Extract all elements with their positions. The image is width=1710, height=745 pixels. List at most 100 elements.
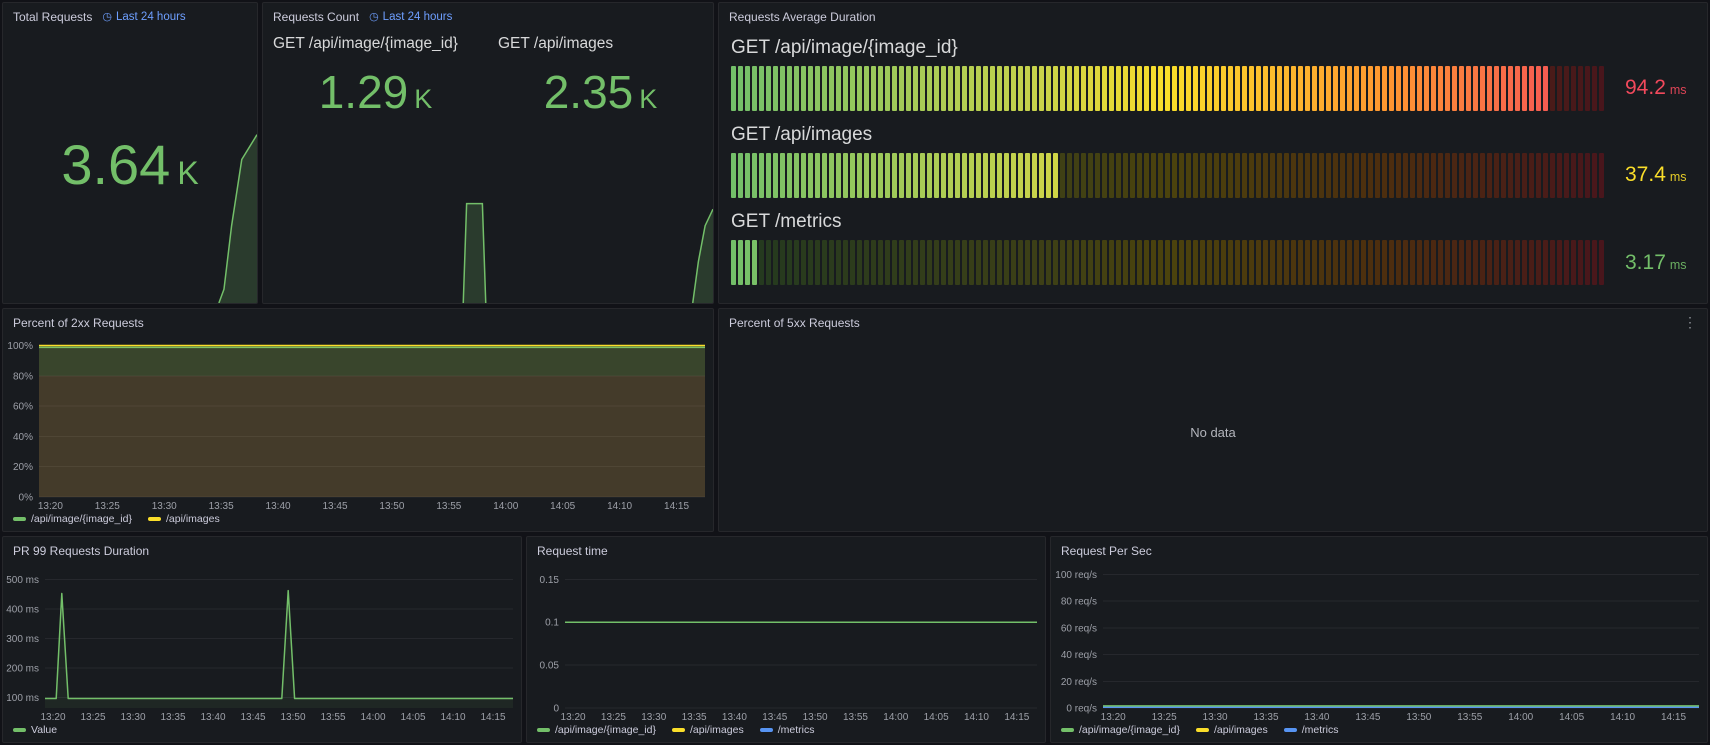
gauge-bar (731, 65, 1609, 111)
legend-item[interactable]: /metrics (1283, 724, 1339, 736)
gauge-segment (927, 65, 932, 111)
gauge-segment (752, 65, 757, 111)
gauge-segment (1039, 152, 1044, 198)
gauge-segment (829, 152, 834, 198)
gauge-segment (1186, 152, 1191, 198)
gauge-segment (745, 152, 750, 198)
panel-title[interactable]: PR 99 Requests Duration (13, 544, 150, 558)
svg-text:13:55: 13:55 (1457, 712, 1482, 723)
gauge-segment (1452, 65, 1457, 111)
panel-title[interactable]: Percent of 2xx Requests (13, 316, 144, 330)
panel-header: Request Per Sec (1051, 537, 1707, 561)
gauge-segment (1592, 152, 1597, 198)
gauge-segment (1494, 240, 1499, 286)
gauge-segment (1424, 65, 1429, 111)
svg-text:20 req/s: 20 req/s (1061, 677, 1097, 688)
gauge-segment (969, 65, 974, 111)
gauge-segment (1025, 65, 1030, 111)
gauge-segment (892, 240, 897, 286)
gauge-segment (857, 152, 862, 198)
gauge-segment (1466, 240, 1471, 286)
gauge-segment (1039, 240, 1044, 286)
gauge-segment (1368, 152, 1373, 198)
panel-title[interactable]: Total Requests (13, 10, 93, 24)
gauge-segment (1410, 240, 1415, 286)
gauge-segment (808, 152, 813, 198)
pr99-chart[interactable]: 100 ms 200 ms 300 ms 400 ms 500 ms 13:20 13:25… (3, 561, 521, 724)
gauge-segment (794, 152, 799, 198)
svg-text:100 ms: 100 ms (6, 693, 39, 704)
request-per-sec-chart[interactable]: 0 req/s 20 req/s 40 req/s 60 req/s 80 req/s 1… (1051, 561, 1707, 724)
gauge-segment (1347, 240, 1352, 286)
gauge-segment (1151, 152, 1156, 198)
svg-text:13:35: 13:35 (209, 501, 234, 512)
panel-header: Request time (527, 537, 1045, 561)
svg-text:13:30: 13:30 (120, 712, 145, 723)
legend-swatch (1283, 728, 1297, 732)
svg-text:0%: 0% (19, 493, 34, 504)
percent-2xx-chart[interactable]: 0% 20% 40% 60% 80% 100% 13:20 13:25 13:30 13:35 13… (3, 333, 713, 513)
gauge-segment (1291, 240, 1296, 286)
gauge-segment (1424, 152, 1429, 198)
gauge-segment (1263, 65, 1268, 111)
panel-menu-icon[interactable]: ⋮ (1683, 314, 1697, 330)
gauge-segment (1011, 240, 1016, 286)
gauge-segment (1221, 152, 1226, 198)
svg-text:14:15: 14:15 (1004, 712, 1029, 723)
gauge-segment (1494, 152, 1499, 198)
gauge-segment (1158, 240, 1163, 286)
pr99-legend: Value (3, 724, 521, 742)
gauge-label: GET /metrics (731, 211, 842, 233)
svg-text:0.15: 0.15 (540, 575, 560, 586)
legend-item[interactable]: Value (13, 724, 57, 736)
legend-item[interactable]: /api/images (672, 724, 744, 736)
gauge-segment (1578, 240, 1583, 286)
legend-item[interactable]: /api/images (148, 513, 220, 525)
gauge-segment (997, 65, 1002, 111)
gauge-segment (976, 65, 981, 111)
panel-header: Requests Average Duration (719, 3, 1707, 27)
gauge-segment (731, 240, 736, 286)
gauge-segment (1081, 152, 1086, 198)
panel-title[interactable]: Requests Average Duration (729, 10, 876, 24)
panel-title[interactable]: Request Per Sec (1061, 544, 1152, 558)
gauge-segment (1109, 65, 1114, 111)
legend-item[interactable]: /api/image/{image_id} (537, 724, 656, 736)
legend-item[interactable]: /api/images (1196, 724, 1268, 736)
svg-text:60 req/s: 60 req/s (1061, 623, 1097, 634)
gauge-segment (948, 240, 953, 286)
gauge-segment (1361, 152, 1366, 198)
svg-text:13:50: 13:50 (1406, 712, 1431, 723)
gauge-segment (1466, 65, 1471, 111)
panel-title[interactable]: Requests Count (273, 10, 360, 24)
gauge-line: 94.2 ms (731, 65, 1695, 111)
gauge-segment (759, 152, 764, 198)
gauge-segment (1389, 240, 1394, 286)
panel-title[interactable]: Percent of 5xx Requests (729, 316, 860, 330)
gauge-segment (1277, 65, 1282, 111)
gauge-segment (1347, 152, 1352, 198)
panel-time-range[interactable]: ◷ Last 24 hours (102, 11, 185, 23)
svg-text:0 req/s: 0 req/s (1066, 704, 1097, 715)
legend-item[interactable]: /api/image/{image_id} (13, 513, 132, 525)
legend-item[interactable]: /metrics (759, 724, 814, 736)
gauge-segment (850, 152, 855, 198)
gauge-segment (997, 240, 1002, 286)
gauge-segment (1102, 240, 1107, 286)
panel-time-range[interactable]: ◷ Last 24 hours (369, 11, 452, 23)
gauge-segment (1053, 152, 1058, 198)
stat-value: 1.29 K (318, 66, 433, 118)
legend-label: /api/images (166, 513, 220, 525)
gauge-segment (1417, 65, 1422, 111)
gauge-segment (1438, 65, 1443, 111)
gauge-segment (1501, 240, 1506, 286)
legend-label: /metrics (1301, 724, 1339, 736)
request-time-chart[interactable]: 0 0.05 0.1 0.15 13:20 13:25 13:30 13:35 13:40 13:… (527, 561, 1045, 724)
gauge-segment (1102, 152, 1107, 198)
legend-label: /api/images (1214, 724, 1268, 736)
gauge-segment (1284, 240, 1289, 286)
panel-title[interactable]: Request time (537, 544, 608, 558)
gauge-segment (1074, 240, 1079, 286)
legend-item[interactable]: /api/image/{image_id} (1061, 724, 1180, 736)
panel-percent-2xx: Percent of 2xx Requests 0% 20% 40% 60% 80% 10… (2, 308, 714, 532)
